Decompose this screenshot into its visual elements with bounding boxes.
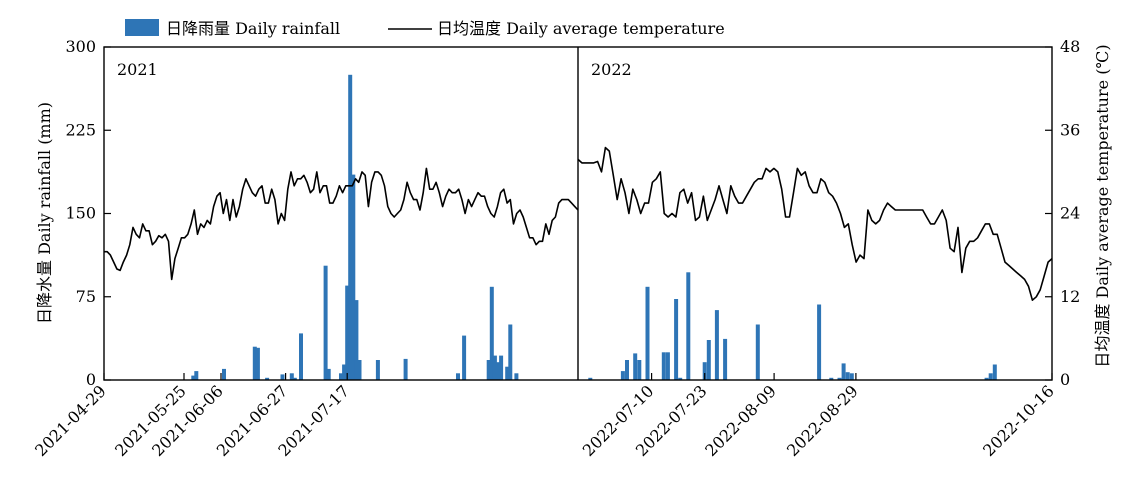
rain-bar-2022-2022-06-25 [588,377,593,380]
y-right-tick-label-0: 0 [1060,370,1070,389]
rain-bar-2022-2022-07-16 [674,299,679,380]
rain-bar-2022-2022-07-06 [633,353,638,380]
temperature-line-2021 [104,167,579,281]
temperature-line-2022 [577,146,1053,302]
rain-bar-2022-2022-07-13 [661,352,666,381]
x-tick-label-2021-04-29: 2021-04-29 [31,381,110,460]
y-right-tick-label-48: 48 [1060,37,1080,56]
rain-bar-2022-2022-07-28 [723,338,728,380]
rain-bar-2021-2021-06-29 [289,373,294,380]
rain-bar-2021-2021-05-28 [191,375,196,380]
y-left-tick-label-225: 225 [65,120,96,139]
y-right-tick-label-36: 36 [1060,120,1080,139]
rain-bar-2022-2022-07-14 [665,352,670,381]
rain-bar-2022-2022-07-17 [678,377,683,380]
y-right-tick-label-24: 24 [1060,204,1080,223]
rain-bar-2021-2021-06-21 [265,377,270,380]
rain-bar-2022-2022-07-09 [645,286,650,380]
rain-bar-2021-2021-07-20 [354,300,359,380]
rain-bar-2021-2021-07-02 [299,333,303,380]
rain-bar-2021-2021-06-17 [252,346,257,380]
y-right-axis-title: 日均温度 Daily average temperature (℃) [1093,44,1112,367]
rain-bar-2021-2021-07-10 [323,265,328,380]
rain-bar-2021-2021-09-02 [489,286,494,380]
y-right-tick-label-12: 12 [1060,287,1080,306]
x-tick-label-2022-10-16: 2022-10-16 [979,381,1058,460]
rain-bar-2021-2021-09-07 [505,366,510,380]
x-tick-label-2022-08-09: 2022-08-09 [701,381,780,460]
panel-label-2022: 2022 [591,60,632,79]
rain-bar-2021-2021-08-22 [456,373,460,380]
rain-bar-2021-2021-08-24 [462,335,467,380]
rain-bar-2022-2022-07-07 [637,360,642,380]
rain-bar-2021-2021-09-01 [486,360,491,380]
rain-bar-2021-2021-07-19 [351,174,356,380]
y-left-tick-label-0: 0 [86,370,96,389]
rain-bar-2022-2022-10-01 [988,373,993,380]
rain-bar-2022-2022-10-02 [992,364,997,380]
rain-bar-2021-2021-09-05 [499,355,504,380]
rain-bar-2021-2021-07-15 [339,373,343,380]
rain-bar-2022-2022-07-19 [686,272,691,380]
rain-bar-2021-2021-07-18 [348,74,353,381]
rain-bar-2021-2021-08-05 [403,358,408,380]
rain-bar-2021-2021-06-26 [280,374,285,380]
rain-bar-2021-2021-05-29 [194,371,199,380]
rain-bar-2022-2022-08-25 [837,377,842,380]
rain-bar-2022-2022-07-03 [620,371,625,380]
rain-bar-2022-2022-08-27 [845,372,850,380]
y-left-tick-label-75: 75 [76,287,96,306]
rain-bar-2021-2021-07-16 [342,364,347,380]
plot-area: 2021 2022 [104,60,1053,381]
rain-bar-2021-2021-06-18 [255,347,260,380]
rain-bar-2022-2022-07-24 [706,340,711,380]
rain-bar-2021-2021-07-11 [326,368,331,380]
rain-bar-2022-2022-07-04 [625,360,629,380]
legend-temp-label: 日均温度 Daily average temperature [437,19,725,38]
panel-label-2021: 2021 [117,60,158,79]
rain-bar-2022-2022-08-23 [829,377,834,380]
legend-rain-swatch [125,19,159,36]
rain-bar-2022-2022-08-26 [841,363,846,380]
rain-bar-2021-2021-06-30 [292,377,297,380]
rain-bar-2021-2021-06-07 [222,368,226,380]
axes: 2021-04-29 2021-05-252021-06-062021-06-27… [31,37,1080,460]
rain-bar-2021-2021-09-08 [508,324,513,380]
rain-bar-2022-2022-09-30 [984,377,989,380]
rain-bar-2022-2022-07-23 [702,362,707,380]
rain-bar-2022-2022-08-05 [755,324,760,380]
rain-bar-2021-2021-07-21 [357,360,362,380]
y-left-tick-label-300: 300 [65,37,96,56]
rain-bar-2021-2021-07-27 [375,360,380,380]
legend-rain-label: 日降雨量 Daily rainfall [166,19,340,38]
rain-bar-2021-2021-07-17 [345,285,350,380]
y-left-axis-title: 日降水量 Daily rainfall (mm) [35,102,54,324]
rain-bar-2022-2022-08-20 [817,304,822,380]
rain-bar-2021-2021-09-10 [514,373,519,380]
rain-bar-2022-2022-08-28 [849,373,854,380]
legend: 日降雨量 Daily rainfall 日均温度 Daily average t… [125,19,725,38]
rain-bar-2021-2021-09-03 [492,355,497,380]
x-tick-label-2022-08-29: 2022-08-29 [783,381,862,460]
rain-bar-2021-2021-09-04 [496,362,500,380]
rain-bar-2022-2022-07-26 [714,310,719,380]
y-left-tick-label-150: 150 [65,204,96,223]
